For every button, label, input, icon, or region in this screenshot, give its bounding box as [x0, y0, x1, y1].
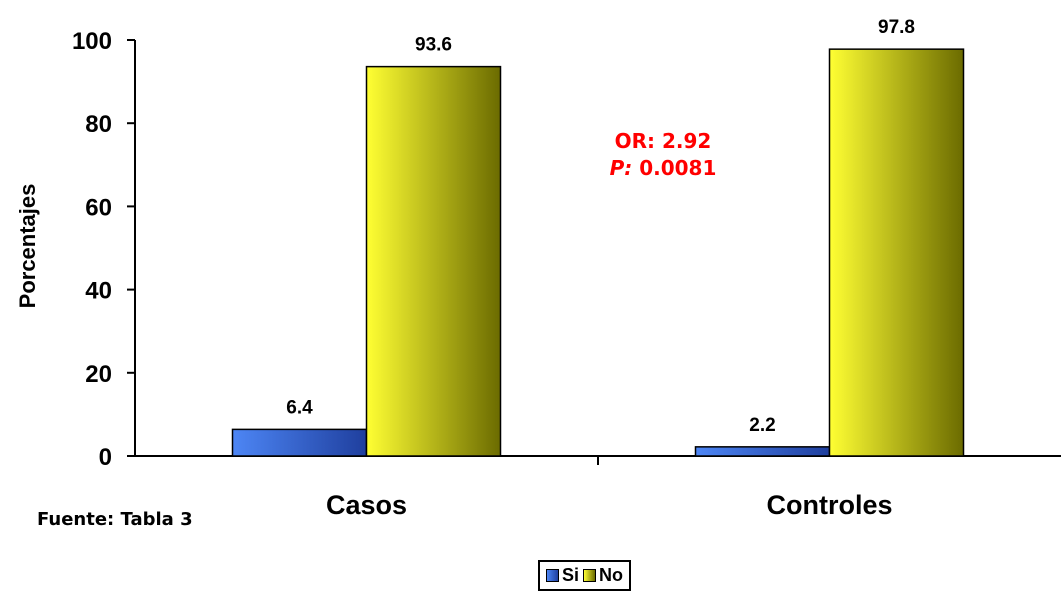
legend-label-si: Si	[562, 565, 580, 585]
legend-swatch-si	[546, 569, 559, 582]
p-value-number: 0.0081	[632, 156, 716, 180]
p-value-label: P:	[610, 156, 633, 180]
legend-swatch-no	[583, 569, 597, 582]
y-tick-label: 0	[99, 444, 112, 471]
category-labels: Casos Controles	[326, 490, 893, 520]
source-note: Fuente: Tabla 3	[37, 509, 193, 530]
bar-si-casos	[231, 428, 368, 457]
y-tick-label: 20	[85, 361, 112, 388]
data-label: 93.6	[415, 35, 452, 56]
y-tick-label: 80	[85, 111, 112, 138]
legend-item-si: Si	[546, 565, 579, 586]
legend-label-no: No	[599, 565, 624, 585]
bar-no-controles	[828, 48, 965, 457]
bar-no-casos	[365, 65, 502, 457]
data-label: 97.8	[878, 17, 915, 38]
bar-si-controles	[694, 446, 831, 457]
data-label: 6.4	[286, 397, 313, 418]
y-tick-label: 60	[85, 194, 112, 221]
y-tick-label: 40	[85, 278, 112, 305]
data-label: 2.2	[749, 415, 775, 436]
x-category-label: Casos	[326, 490, 407, 520]
odds-ratio-annotation: OR: 2.92	[615, 129, 712, 153]
p-value-annotation: P: 0.0081	[610, 156, 717, 180]
legend-item-no: No	[583, 565, 623, 586]
x-category-label: Controles	[766, 490, 892, 520]
y-tick-label: 100	[72, 28, 112, 55]
y-axis-title: Porcentajes	[15, 184, 40, 309]
bars	[231, 48, 965, 457]
data-labels: 6.4 93.6 2.2 97.8	[286, 17, 915, 436]
legend: Si No	[538, 560, 632, 591]
y-ticks: 0 20 40 60 80 100	[72, 28, 135, 471]
